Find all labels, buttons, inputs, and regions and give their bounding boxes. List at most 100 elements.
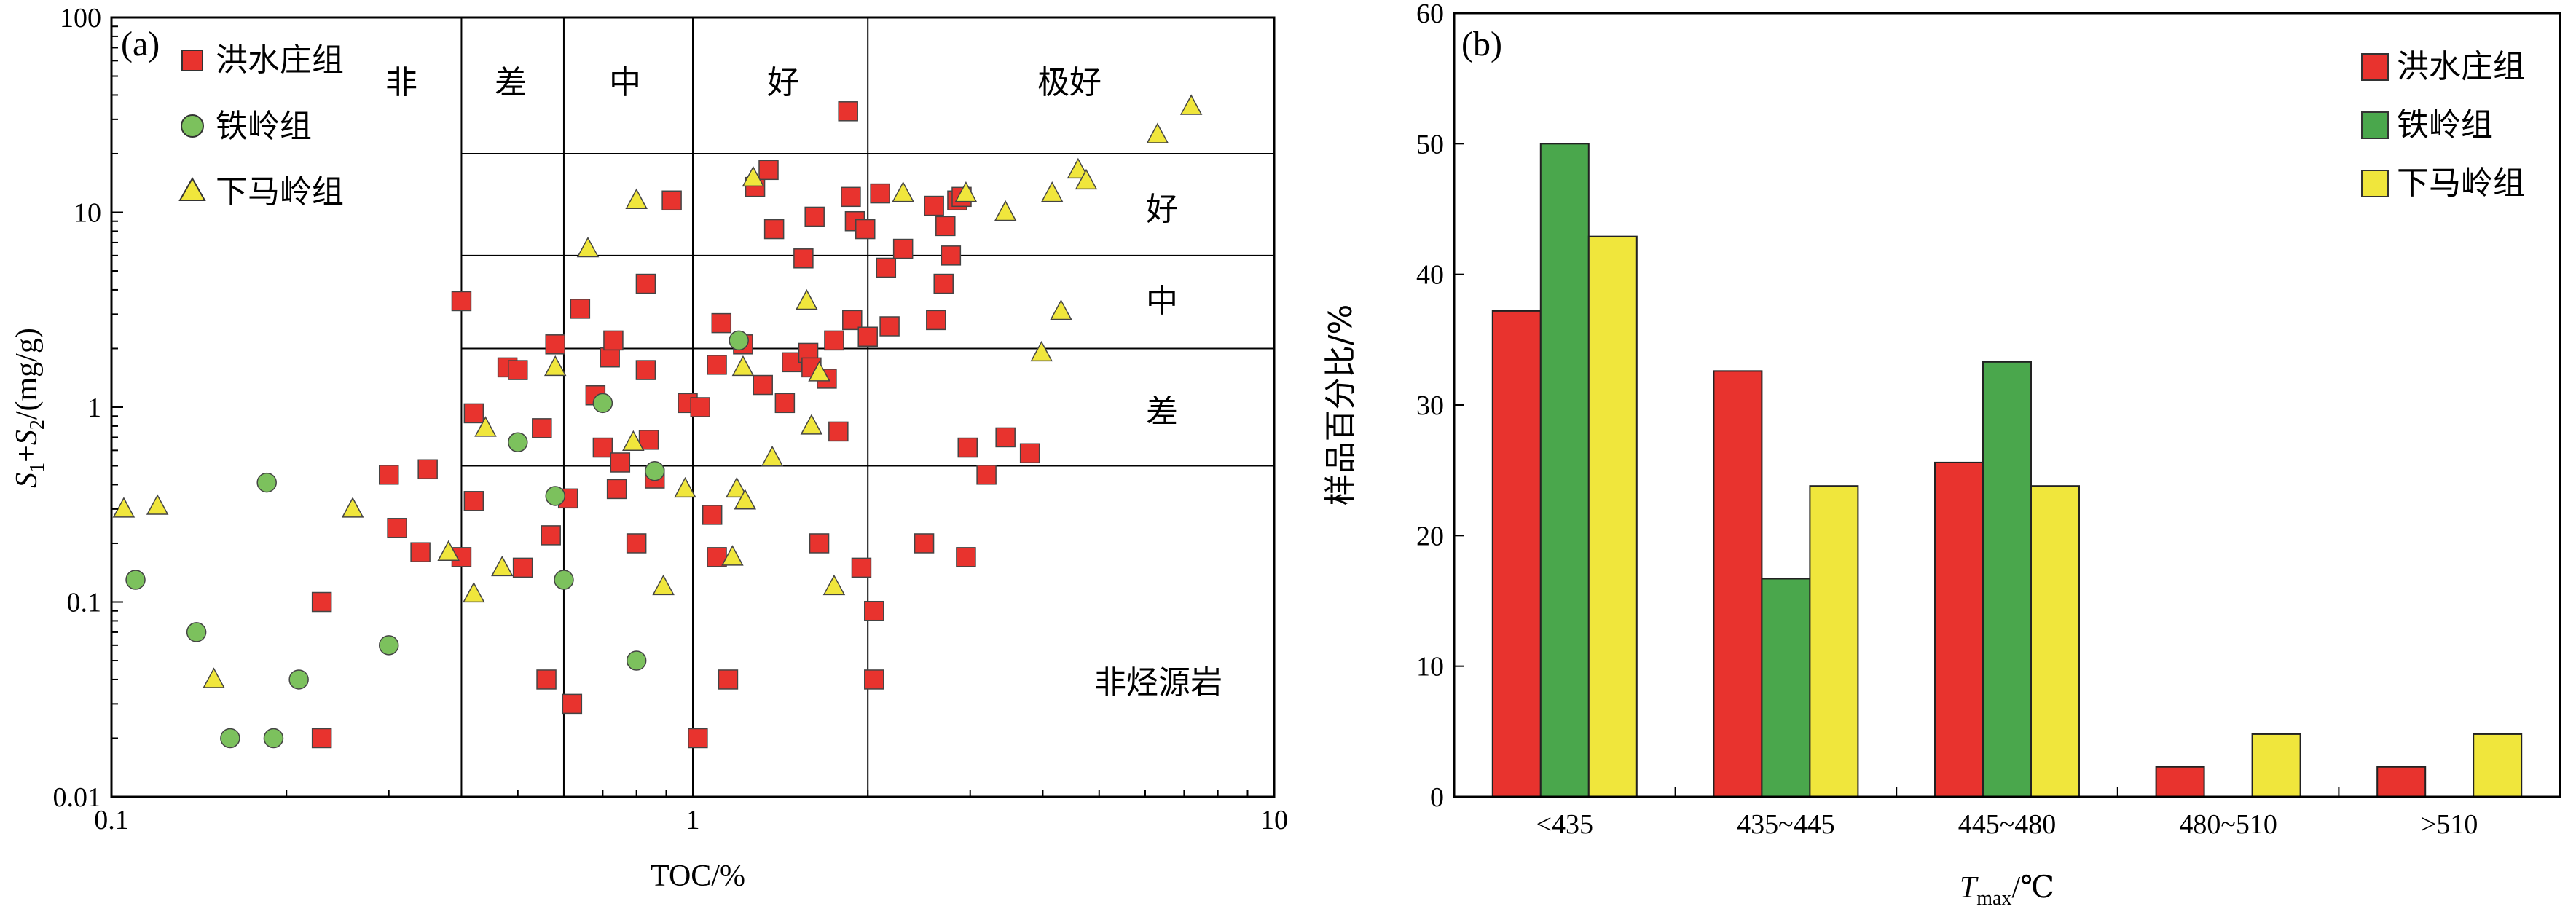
data-point-triangle: [1075, 168, 1098, 190]
data-point-square: [995, 427, 1016, 448]
zone-label-good: 好: [767, 64, 799, 101]
bar: [2030, 485, 2080, 798]
data-point-square: [541, 525, 561, 546]
data-point-circle: [378, 635, 399, 656]
zone-label-medium-right: 中: [1146, 283, 1178, 320]
legend-label-xiamaling: 下马岭组: [216, 173, 344, 210]
data-point-triangle: [543, 355, 567, 377]
y-axis-label: 样品百分比/%: [1322, 304, 1359, 506]
data-point-square: [508, 360, 528, 380]
y-tick-label: 60: [1416, 0, 1444, 29]
y-tick-label: 1: [87, 393, 101, 423]
data-point-square: [451, 291, 472, 312]
legend-label-xiamaling: 下马岭组: [2397, 165, 2525, 202]
data-point-circle: [263, 728, 284, 749]
data-point-triangle: [721, 545, 744, 566]
scatter-axis-ticks: [111, 17, 1275, 798]
legend-label-tieling: 铁岭组: [2397, 106, 2493, 143]
data-point-square: [562, 693, 583, 715]
data-point-square: [463, 491, 484, 511]
data-point-square: [1019, 443, 1040, 464]
y-label-unit: /(mg/g): [10, 328, 44, 420]
x-tick-label: 1: [686, 805, 700, 835]
scatter-points: [112, 94, 1203, 749]
legend-swatch-tieling: [2361, 111, 2389, 139]
y-tick-label: 20: [1416, 521, 1444, 551]
x-category-label: <435: [1536, 809, 1593, 840]
data-point-triangle: [731, 355, 755, 377]
data-point-triangle: [652, 574, 675, 596]
data-point-square: [711, 312, 732, 334]
data-point-circle: [729, 330, 749, 351]
data-point-triangle: [761, 445, 784, 467]
data-point-triangle: [994, 200, 1017, 221]
y-tick-label: 10: [1416, 652, 1444, 682]
bar: [2251, 733, 2301, 798]
x-tick-label: 0.1: [94, 805, 129, 835]
data-point-square: [864, 669, 884, 690]
data-point-triangle: [822, 574, 846, 596]
bar-series: [1491, 143, 2523, 798]
data-point-triangle: [463, 581, 485, 603]
bar-axis-ticks: [1453, 12, 2561, 798]
data-point-circle: [508, 432, 528, 453]
legend-circle-marker: [181, 114, 204, 138]
legend-label-hongshuizhuang: 洪水庄组: [216, 42, 344, 79]
data-point-square: [387, 518, 407, 538]
data-point-square: [941, 245, 962, 266]
panel-label-a: (a): [121, 25, 160, 63]
data-point-square: [804, 206, 825, 227]
data-point-circle: [186, 622, 207, 642]
data-point-square: [774, 393, 796, 414]
x-label-subscript: max: [1976, 887, 2011, 909]
data-point-square: [603, 330, 624, 351]
data-point-circle: [592, 393, 613, 414]
data-point-square: [842, 310, 863, 331]
data-point-square: [855, 219, 876, 240]
panel-label-b: (b): [1461, 25, 1502, 63]
data-point-square: [690, 397, 710, 417]
y-tick-label: 100: [60, 3, 101, 34]
bar-panel: 0 10 20 30 40 50 60 <435 435~445 445~480…: [1322, 0, 2561, 909]
y-label-s1: S: [10, 473, 44, 488]
x-axis-label: Tmax/℃: [1960, 871, 2054, 909]
data-point-square: [793, 248, 814, 269]
zone-label-medium: 中: [609, 64, 641, 101]
data-point-square: [879, 316, 900, 337]
data-point-square: [635, 360, 656, 380]
data-point-square: [933, 273, 954, 294]
data-point-triangle: [437, 540, 460, 561]
bar: [1982, 361, 2032, 798]
y-tick-label: 10: [74, 198, 101, 229]
data-point-square: [892, 238, 914, 259]
data-point-square: [702, 505, 723, 525]
data-point-circle: [220, 728, 240, 749]
data-point-square: [600, 347, 620, 368]
data-point-square: [753, 374, 773, 396]
y-tick-label: 0.01: [53, 782, 102, 813]
scatter-legend: 洪水庄组 铁岭组 下马岭组: [178, 42, 344, 210]
data-point-triangle: [203, 667, 225, 688]
legend-swatch-xiamaling: [2361, 170, 2389, 197]
zone-label-excellent: 极好: [1037, 64, 1102, 101]
data-point-square: [610, 452, 631, 473]
bar: [1809, 485, 1859, 798]
data-point-square: [410, 542, 431, 562]
data-point-square: [956, 547, 976, 567]
bar: [1491, 310, 1542, 798]
bar: [1587, 235, 1638, 798]
data-point-circle: [288, 669, 309, 690]
data-point-square: [638, 430, 659, 450]
data-point-triangle: [734, 489, 756, 510]
zone-label-fair-right: 差: [1146, 393, 1178, 430]
data-point-square: [417, 459, 438, 480]
bar: [2376, 766, 2427, 798]
legend-label-hongshuizhuang: 洪水庄组: [2397, 48, 2525, 85]
y-label-s2: S: [10, 430, 44, 445]
scatter-panel: 0.1 1 10 0.01 0.1 1 10 100 TOC/% S1+S2/(…: [10, 3, 1288, 893]
data-point-square: [841, 186, 861, 208]
data-point-square: [809, 533, 830, 554]
data-point-triangle: [954, 181, 978, 202]
bar: [1761, 578, 1811, 798]
data-point-square: [828, 421, 849, 442]
